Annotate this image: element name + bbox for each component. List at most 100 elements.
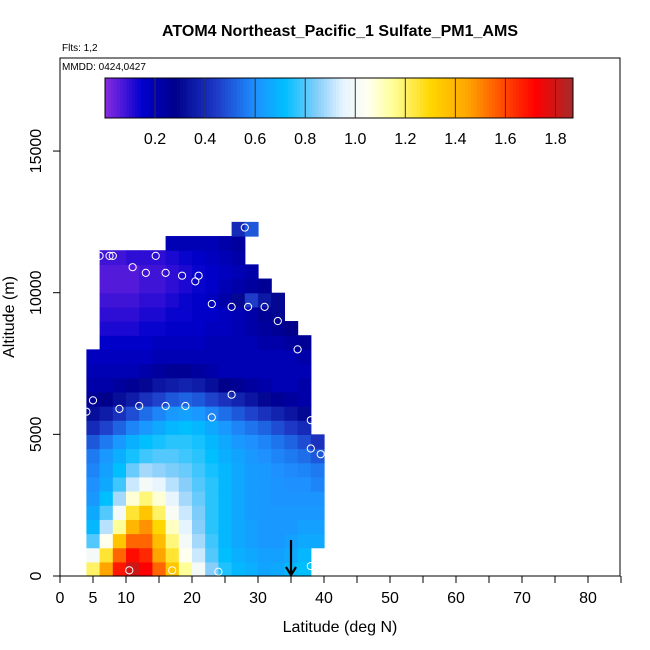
colorbar-segment [195,78,199,118]
heatmap-cell [178,505,193,520]
heatmap-cell [218,491,233,506]
heatmap-cell [231,363,246,379]
heatmap-cell [86,349,101,365]
colorbar-segment [375,78,379,118]
heatmap-cell [152,406,167,421]
heatmap-cell [271,476,285,492]
heatmap-cell [112,349,127,365]
heatmap-cell [284,434,299,450]
colorbar-segment [549,78,553,118]
heatmap-cell [165,547,180,563]
sample-point [300,325,309,334]
heatmap-cell [192,476,206,492]
x-tick-label: 70 [513,590,531,607]
heatmap-cell [297,519,312,535]
heatmap-cell [205,434,219,450]
heatmap-cell [258,505,272,520]
heatmap-cell [271,321,285,336]
heatmap-cell [112,505,127,520]
heatmap-cell [271,292,285,308]
colorbar-segment [414,78,418,118]
heatmap-cell [139,349,153,365]
heatmap-cell [112,377,127,393]
colorbar-segment [327,78,331,118]
colorbar-segment [528,78,532,118]
sample-point [227,390,236,399]
heatmap-cell [231,491,246,506]
heatmap-cell [284,476,299,492]
colorbar-segment [105,78,109,118]
colorbar-segment [240,78,244,118]
colorbar-segment [198,78,202,118]
heatmap-cell [165,363,180,379]
colorbar-segment [567,78,571,118]
colorbar-segment [306,78,310,118]
sample-point [306,444,315,453]
heatmap-cell [126,519,140,535]
heatmap-cell [218,377,233,393]
sample-point [105,251,114,260]
colorbar-segment [360,78,364,118]
sample-point [135,401,144,411]
sample-point [227,302,236,311]
colorbar-segment [297,78,301,118]
colorbar-segment [513,78,517,118]
heatmap-cell [231,561,246,577]
heatmap-cell [99,406,114,421]
sample-point [115,404,124,413]
colorbar-segment [435,78,439,118]
heatmap-cell [205,321,219,336]
x-tick-label: 50 [381,590,399,607]
colorbar-segment [123,78,127,118]
colorbar-segment [345,78,349,118]
heatmap-cell [112,391,127,407]
heatmap-cell [86,462,101,478]
heatmap-cell [271,519,285,535]
colorbar-segment [477,78,481,118]
heatmap-cell [244,391,259,407]
colorbar-segment [192,78,196,118]
heatmap-cell [126,306,140,322]
heatmap-cell [112,476,127,492]
colorbar-segment [210,78,214,118]
heatmap-cell [244,491,259,506]
heatmap-cell [192,391,206,407]
colorbar-segment [309,78,313,118]
colorbar-segment [222,78,226,118]
heatmap-cell [218,448,233,464]
heatmap-cell [178,491,193,506]
heatmap-cell [231,377,246,393]
colorbar-segment [138,78,142,118]
heatmap-cell [271,349,285,365]
colorbar-segment [207,78,211,118]
heatmap-cell [152,377,167,393]
sample-point [161,268,170,277]
colorbar-segment [417,78,421,118]
colorbar-segment [510,78,514,118]
heatmap-cell [218,306,233,322]
colorbar-segment [132,78,136,118]
heatmap-cell [231,547,246,563]
heatmap-cell [86,533,101,549]
colorbar-segment [225,78,229,118]
heatmap-cell [284,491,299,506]
heatmap-cell [165,236,180,251]
colorbar-segment [108,78,112,118]
heatmap-cell [310,462,325,478]
heatmap-cell [139,335,153,350]
heatmap-cell [205,420,219,435]
heatmap-cell [99,434,114,450]
colorbar-segment [180,78,184,118]
heatmap-cell [139,476,153,492]
heatmap-cell [192,377,206,393]
heatmap-cell [310,519,325,535]
heatmap-cell [205,547,219,563]
colorbar-segment [357,78,361,118]
heatmap-cell [258,462,272,478]
sample-point [260,223,269,232]
colorbar-segment [543,78,547,118]
heatmap-cell [284,519,299,535]
heatmap-cell [284,505,299,520]
heatmap-cell [192,278,206,294]
heatmap-cell [152,547,167,563]
